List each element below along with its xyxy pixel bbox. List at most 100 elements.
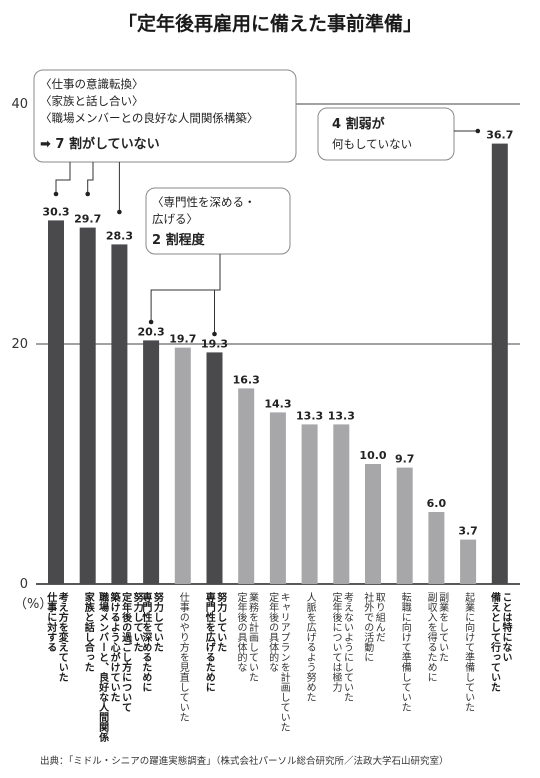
bar-7: [238, 388, 255, 584]
callout-leader: [87, 162, 94, 194]
category-label-5: 仕事のやり方を見直していた: [177, 591, 189, 722]
callout-text: 〈専門性を深める・: [152, 195, 256, 209]
value-label-11: 10.0: [359, 449, 386, 462]
value-label-13: 6.0: [427, 497, 447, 510]
value-labels: 30.3 29.7 28.3 20.3 19.7 19.3 16.3 14.3 13.3 13.3…: [42, 129, 513, 538]
category-text: 努力していた: [215, 591, 227, 652]
category-text: 起業に向けて準備していた: [463, 592, 475, 712]
callout-text: 何もしていない: [332, 137, 412, 151]
category-text: キャリアプランを計画していた: [278, 592, 290, 732]
category-label-14: 起業に向けて準備していた: [463, 592, 475, 712]
category-text: 転職に向けて準備していた: [399, 592, 411, 712]
bar-4: [143, 340, 160, 584]
callout-text: 〈職場メンバーとの良好な人間関係構築〉: [40, 111, 258, 125]
category-text: 家族と話し合った: [82, 591, 95, 672]
bar-13: [428, 512, 445, 584]
value-label-15: 36.7: [486, 129, 513, 142]
callout-leader: [214, 289, 220, 334]
callout-box: [33, 69, 297, 163]
category-text: ことは特にない: [500, 592, 512, 662]
callout-box: [317, 107, 455, 161]
category-text: 定年後の具体的な: [267, 591, 279, 672]
category-text: 職場メンバーと、良好な人間関係: [97, 591, 110, 743]
category-label-2: 家族と話し合った: [82, 591, 95, 672]
callout-dot: [53, 191, 59, 197]
bar-11: [365, 464, 381, 584]
chart-title: 「定年後再雇用に備えた事前準備」: [118, 12, 422, 35]
value-label-10: 13.3: [328, 409, 355, 422]
category-text: 仕事に対する: [45, 591, 58, 652]
callout-text: 広げる〉: [152, 212, 198, 226]
category-text: 業務を計画していた: [246, 591, 258, 682]
callout-dot: [212, 331, 217, 337]
value-label-2: 29.7: [74, 213, 101, 226]
callout-text: ➡ 7 割がしていない: [40, 136, 160, 152]
category-text: 定年後については極力: [330, 591, 342, 693]
category-text: 考え方を変えていた: [56, 591, 68, 682]
category-text: 定年後の過ごし方について: [120, 591, 133, 712]
callout-text: 〈家族と話し合い〉: [40, 94, 144, 108]
bar-12: [396, 467, 413, 584]
value-label-3: 28.3: [106, 229, 133, 242]
category-text: 仕事のやり方を見直していた: [177, 591, 189, 722]
bar-1: [48, 220, 64, 584]
value-label-12: 9.7: [395, 453, 415, 466]
value-label-4: 20.3: [138, 325, 165, 338]
bar-8: [269, 412, 286, 584]
value-label-6: 19.3: [201, 337, 228, 350]
category-text: 考えないようにしていた: [342, 592, 354, 702]
category-label-3: 努力していた定年後の過ごし方について築けるよう心がけていた職場メンバーと、良好な…: [97, 591, 143, 743]
bar-6: [206, 352, 223, 584]
value-label-14: 3.7: [458, 525, 478, 538]
bar-9: [301, 424, 318, 584]
category-text: 副業をしていた: [437, 592, 449, 662]
callout-text: 4 割弱が: [332, 116, 385, 132]
bar-10: [333, 424, 350, 584]
bar-15: [491, 143, 508, 584]
category-text: 専門性を広げるために: [203, 591, 216, 692]
category-text: 人脈を広げるよう努めた: [304, 592, 316, 702]
category-text: 築けるよう心がけていた: [108, 591, 121, 702]
category-text: 努力していた: [151, 591, 163, 652]
category-text: 努力していた: [131, 591, 143, 652]
bar-14: [460, 539, 477, 584]
category-text: 専門性を深めるために: [140, 591, 153, 692]
bar-5: [174, 347, 191, 584]
value-label-8: 14.3: [264, 397, 291, 410]
callout-dot: [85, 191, 90, 197]
y-tick-label: 20: [11, 337, 28, 352]
callout-leader: [55, 162, 71, 194]
callout-box: [145, 187, 291, 255]
unit-label: （%）: [14, 597, 52, 612]
bars: [48, 143, 508, 584]
source-note: 出典：「ミドル・シニアの躍進実態調査」（株式会社パーソル総合研究所／法政大学石山…: [40, 755, 449, 767]
value-label-5: 19.7: [169, 333, 196, 346]
callout-text: 2 割程度: [152, 232, 206, 248]
callout-leader: [150, 254, 221, 322]
category-text: 社外での活動に: [362, 591, 374, 662]
bar-2: [79, 227, 96, 584]
category-text: 副収入を得るために: [425, 592, 437, 682]
bar-3: [111, 244, 128, 584]
value-label-7: 16.3: [233, 373, 260, 386]
y-tick-label: 0: [20, 577, 28, 592]
category-text: 備えとして行っていた: [489, 591, 502, 692]
category-text: 定年後の具体的な: [235, 591, 247, 672]
value-label-1: 30.3: [42, 205, 69, 218]
y-tick-label: 40: [11, 97, 28, 112]
value-label-9: 13.3: [296, 409, 323, 422]
annotations: 〈仕事の意識転換〉〈家族と話し合い〉〈職場メンバーとの良好な人間関係構築〉 ➡ 7…: [33, 69, 481, 337]
callout-dot: [148, 319, 154, 325]
callout-dot: [117, 209, 122, 215]
